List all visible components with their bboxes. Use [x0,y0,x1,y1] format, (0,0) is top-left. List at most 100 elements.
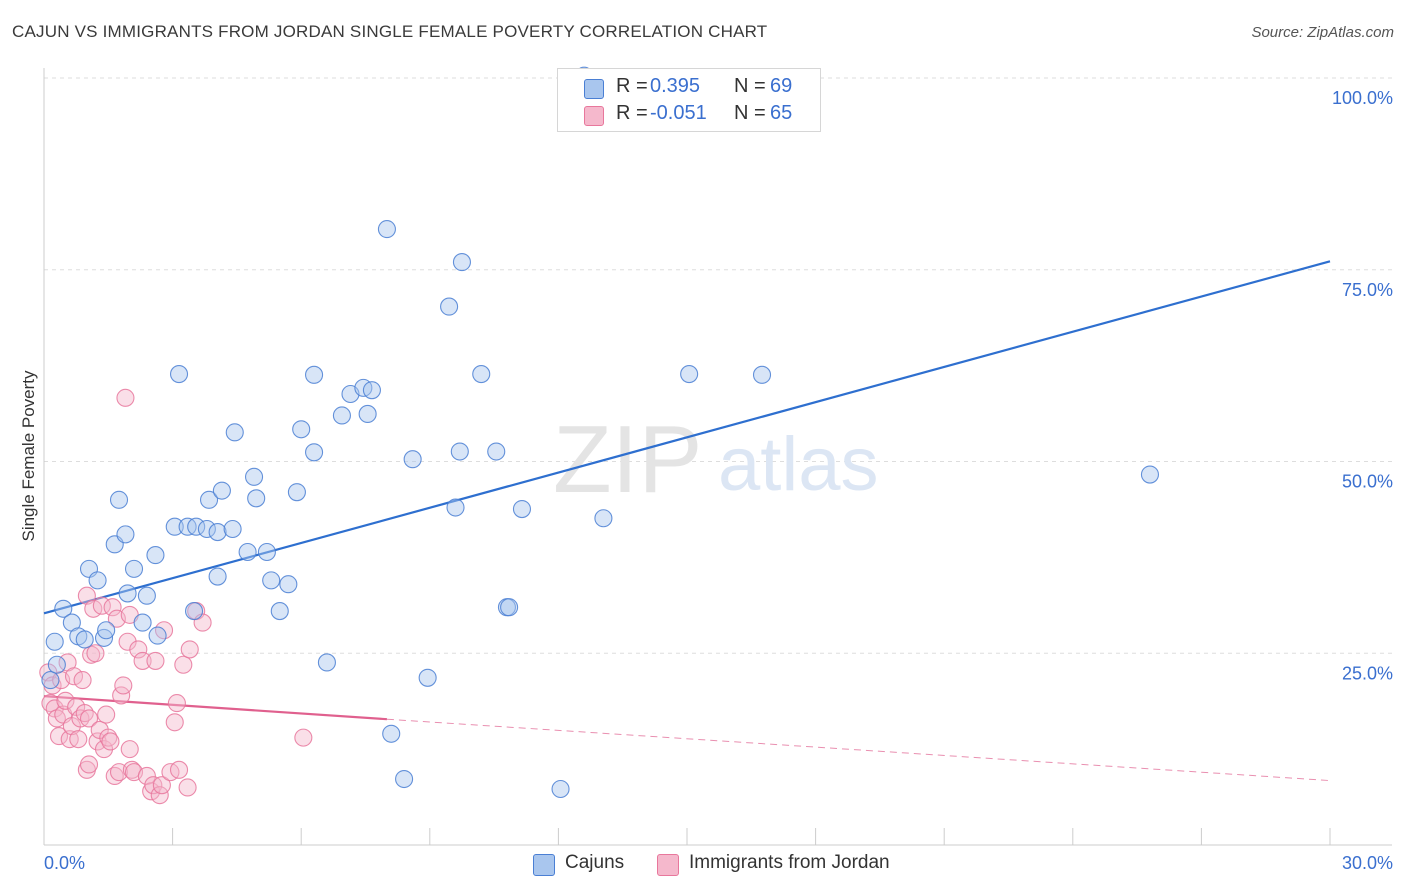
cajun-point [75,630,94,649]
cajun-point [292,420,311,439]
cajun-point [244,467,264,486]
cajun-point [305,365,324,384]
cajun-points [41,66,1160,799]
correlation-legend: R = 0.395 N = 69 R = -0.051 N = 65 [557,68,821,132]
x-tick-label-min: 0.0% [44,853,85,873]
cajun-point [109,490,129,509]
y-tick-label: 100.0% [1332,88,1393,108]
cajun-point [184,602,204,621]
watermark: ZIP atlas [553,406,879,513]
cajun-point [551,779,570,799]
jordan-point [64,667,84,686]
jordan-point [174,655,193,674]
x-ticks [172,828,1331,845]
watermark-zip: ZIP [553,406,702,513]
jordan-point [180,640,199,659]
y-tick-label: 50.0% [1342,472,1393,492]
bottom-legend-swatch-pink [657,854,679,876]
chart-source: Source: ZipAtlas.com [1251,24,1394,41]
cajun-point [382,724,401,743]
jordan-point [101,732,120,751]
cajun-point [45,632,64,651]
jordan-point [167,694,186,713]
jordan-point [49,727,69,746]
cajun-point [208,523,227,542]
jordan-trend-extension [386,718,1331,782]
cajun-point [452,253,472,272]
legend-r-value: 0.395 [650,75,701,97]
axes [43,68,1392,846]
y-tick-labels: 25.0% 50.0% 75.0% 100.0% [1332,88,1393,683]
legend-swatch-pink [584,106,604,126]
jordan-trend-line [43,695,388,721]
y-tick-label: 25.0% [1342,663,1393,683]
jordan-points [39,388,313,805]
cajun-point [446,498,465,517]
cajun-point [187,517,206,536]
cajun-point [257,542,276,562]
legend-r-label: R = [616,75,648,97]
legend-r-value: -0.051 [650,102,707,124]
jordan-point [94,740,114,759]
cajun-point [137,586,156,605]
cajun-point [247,489,266,508]
jordan-point [146,651,165,670]
y-axis-label: Single Female Poverty [19,370,38,542]
watermark-atlas: atlas [718,422,879,507]
jordan-point [69,730,88,749]
cajun-point [487,442,506,461]
jordan-point [79,755,99,774]
cajun-point [262,571,281,590]
cajun-point [47,655,66,674]
jordan-point [152,776,171,795]
cajun-point [212,481,231,500]
cajun-point [752,365,772,384]
cajun-point [208,567,227,586]
cajun-point [500,598,519,617]
cajun-point [41,671,60,690]
legend-n-value: 65 [770,102,793,124]
cajun-point [512,500,532,519]
cajun-point [287,483,306,502]
cajun-point [165,517,184,536]
cajun-point [395,769,414,789]
cajun-point [118,584,137,603]
jordan-point [294,728,313,747]
cajun-point [418,668,437,687]
cajun-point [94,628,114,647]
cajun-point [332,406,351,425]
cajun-point [594,509,613,528]
chart-title: CAJUN VS IMMIGRANTS FROM JORDAN SINGLE F… [12,22,768,41]
cajun-point [197,519,216,539]
bottom-legend-label: Immigrants from Jordan [689,852,890,873]
cajun-point [88,571,107,590]
jordan-point [116,388,135,407]
cajun-point [199,490,219,509]
cajun-point [146,546,165,565]
jordan-point [114,676,133,695]
jordan-point [73,671,92,690]
jordan-point [103,598,122,617]
legend-swatch-blue [584,79,604,99]
cajun-point [680,365,699,384]
jordan-point [169,760,189,779]
legend-n-label: N = [734,102,766,124]
trend-lines [43,260,1331,782]
cajun-point [148,626,167,645]
cajun-point [1140,465,1160,484]
cajun-point [225,423,244,442]
cajun-point [362,381,381,400]
gridlines [44,77,1392,654]
cajun-point [97,621,116,640]
x-tick-label-max: 30.0% [1342,853,1393,873]
cajun-point [54,599,73,618]
cajun-point [358,404,377,423]
cajun-point [440,297,459,316]
cajun-point [133,613,152,632]
jordan-point [133,651,152,670]
cajun-point [279,575,298,594]
bottom-legend-swatch-blue [533,854,555,876]
cajun-point [305,443,324,462]
jordan-point [129,640,148,659]
